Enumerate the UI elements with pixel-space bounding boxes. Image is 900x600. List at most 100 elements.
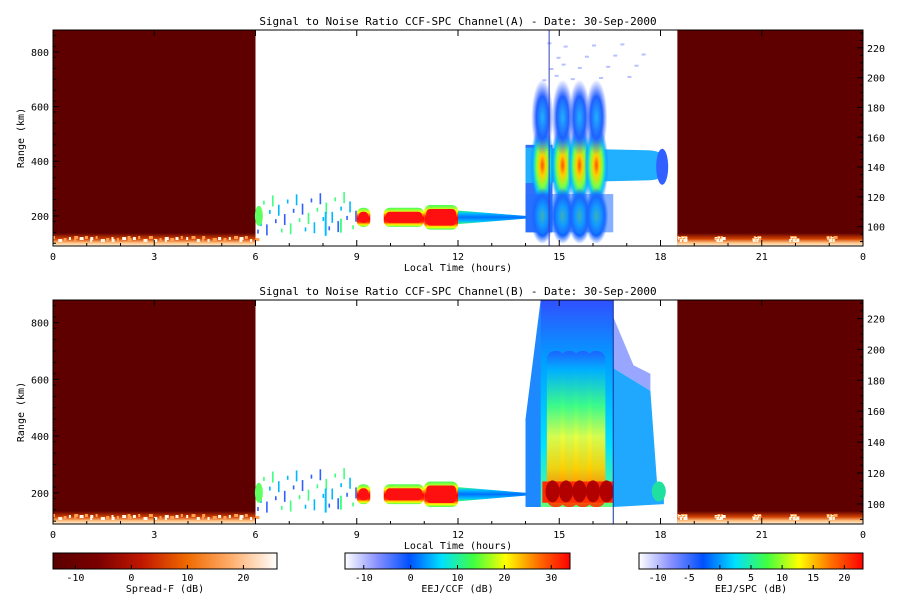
eej-core-1 [358,211,369,223]
floor-speckle [63,516,67,519]
sparse-return [298,218,301,223]
spc-tail-cell [651,481,666,502]
floor-speckle [832,517,835,520]
colorbar-tick-label: -10 [355,573,373,584]
y-axis-label: Range (km) [16,382,27,442]
y-tick-label: 800 [31,319,49,330]
sparse-return [346,492,348,497]
floor-speckle [111,515,114,518]
floor-speckle [191,514,196,517]
sparse-return [355,487,357,499]
spc-base-core [586,480,600,503]
y-tick-label: 400 [31,432,49,443]
floor-speckle [90,515,94,518]
colorbar-tick-label: 0 [717,573,723,584]
sparse-return [325,478,328,490]
y-tick-label: 800 [31,48,49,59]
y-axis-label: Range (km) [16,108,27,168]
spc-upper-cell [551,79,574,156]
floor-speckle [250,239,253,242]
night-block-2 [677,30,863,246]
sparse-return [346,215,348,220]
spc-speckle [570,78,575,81]
sparse-return [266,224,268,236]
colorbar-tick-label: -5 [683,573,695,584]
floor-speckle [207,517,210,520]
y2-tick-label: 220 [867,44,885,55]
colorbar-tick-label: 0 [128,573,134,584]
floor-speckle [84,514,88,517]
spc-base-core [545,480,560,503]
floor-speckle [191,236,196,239]
eej-core-2 [385,211,423,223]
colorbar-1: -10 0 10 20 Spread-F (dB) [52,552,278,595]
spc-speckle [577,66,582,69]
floor-speckle [122,515,127,518]
dawn-echo [254,482,263,503]
floor-speckle [111,239,115,242]
spc-speckle [627,75,632,78]
floor-speckle [228,515,231,518]
sparse-return [349,201,351,213]
sparse-return [325,202,328,214]
floor-speckle [186,237,189,240]
x-tick-label: 9 [354,252,360,263]
x-tick-label: 18 [654,252,666,263]
sparse-return [289,500,292,512]
floor-speckle [756,239,759,242]
floor-speckle [175,515,179,518]
night-block-1 [53,30,256,246]
floor-speckle [244,514,248,517]
x-tick-label: 12 [452,252,464,263]
floor-speckle [90,517,93,520]
sparse-return [349,477,351,489]
floor-speckle [719,517,723,520]
spc-halo [613,317,651,391]
sparse-return [272,471,274,483]
spc-base-core [572,480,587,503]
colorbar-tick-label: 20 [838,573,850,584]
y2-tick-label: 100 [867,223,885,234]
floor-speckle [154,517,158,520]
sparse-return [269,486,271,491]
floor-speckle [74,238,77,241]
y2-tick-label: 220 [867,315,885,326]
spc-speckle [606,65,611,68]
floor-speckle [127,516,132,519]
spc-speckle [563,45,568,48]
floor-speckle [58,239,63,242]
sparse-return [316,207,319,212]
floor-speckle [148,514,153,517]
floor-speckle [683,239,688,242]
colorbar-tick-label: -10 [66,573,84,584]
floor-speckle [196,517,200,520]
colorbar-2: -10 0 10 20 30 EEJ/CCF (dB) [344,552,571,595]
floor-speckle [829,239,833,242]
sparse-return [257,506,259,511]
sparse-return [352,225,354,230]
x-tick-label: 18 [654,530,666,541]
sparse-return [319,193,322,205]
y-tick-label: 400 [31,157,49,168]
floor-speckle [829,517,833,520]
floor-speckle [833,236,838,239]
x-axis-label: Local Time (hours) [404,541,512,552]
sparse-return [328,226,331,231]
floor-speckle [796,517,800,520]
colorbar-tick-label: 30 [545,573,557,584]
floor-speckle [196,239,200,242]
sparse-return [280,228,283,233]
floor-speckle [207,239,210,242]
floor-speckle [719,239,723,242]
floor-speckle [796,239,800,242]
floor-speckle [63,238,67,241]
spc-speckle [556,56,561,59]
sparse-return [277,481,280,493]
floor-speckle [792,239,797,242]
floor-speckle [74,236,79,239]
x-tick-label: 3 [151,252,157,263]
floor-speckle [79,515,84,518]
sparse-return [301,480,304,492]
floor-speckle [202,516,205,519]
x-tick-label: 15 [553,252,565,263]
